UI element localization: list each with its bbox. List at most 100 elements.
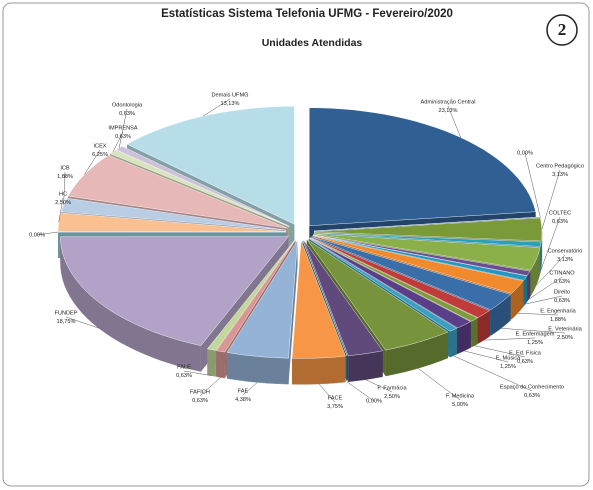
category-label: Odontologia bbox=[112, 102, 143, 108]
value-label: 5,00% bbox=[452, 402, 468, 408]
value-label: 2,50% bbox=[384, 394, 400, 400]
category-label: E. Música bbox=[496, 355, 521, 361]
chart-title: Estatísticas Sistema Telefonia UFMG - Fe… bbox=[161, 8, 453, 20]
slice bbox=[308, 238, 458, 332]
value-label: 0,63% bbox=[119, 111, 135, 117]
value-label: 2,50% bbox=[557, 335, 573, 341]
leader-line bbox=[474, 345, 526, 358]
value-label: 3,13% bbox=[557, 257, 573, 263]
slice bbox=[313, 232, 542, 247]
slice bbox=[312, 234, 528, 281]
value-label: 0,63% bbox=[552, 219, 568, 225]
value-label: 0,00% bbox=[366, 398, 382, 404]
value-label: 0,63% bbox=[524, 393, 540, 399]
slice bbox=[306, 239, 449, 351]
category-label: Espaço do Conhecimento bbox=[500, 384, 564, 390]
value-label: 3,75% bbox=[327, 404, 343, 410]
leader-line bbox=[365, 379, 393, 393]
value-label: 0,63% bbox=[517, 359, 533, 365]
value-label: 0,63% bbox=[192, 398, 208, 404]
category-label: F. Medicina bbox=[446, 393, 475, 399]
category-label: COLTEC bbox=[549, 210, 571, 216]
value-label: 1,25% bbox=[527, 340, 543, 346]
value-label: 0,63% bbox=[115, 134, 131, 140]
slice bbox=[312, 235, 524, 294]
category-label: ICEX bbox=[93, 143, 106, 149]
value-label: 0,00% bbox=[29, 232, 45, 238]
slice bbox=[313, 234, 531, 276]
value-label: 1,88% bbox=[57, 174, 73, 180]
value-label: 4,38% bbox=[235, 397, 251, 403]
slice-wall bbox=[288, 240, 298, 385]
slice bbox=[207, 239, 296, 351]
leader-line bbox=[84, 149, 101, 175]
leader-line bbox=[346, 381, 375, 402]
leader-line bbox=[453, 355, 533, 392]
slice bbox=[60, 197, 287, 231]
slice bbox=[309, 237, 478, 322]
leader-line bbox=[118, 108, 128, 149]
slice bbox=[309, 237, 472, 329]
category-label: FAFICH bbox=[190, 389, 210, 395]
slice bbox=[310, 237, 491, 318]
category-label: HC bbox=[59, 191, 67, 197]
value-label: 0,63% bbox=[554, 298, 570, 304]
value-label: 18,75% bbox=[57, 319, 76, 325]
value-label: 0,63% bbox=[176, 373, 192, 379]
slice bbox=[216, 239, 296, 353]
category-label: F. Farmácia bbox=[377, 385, 407, 391]
leader-line bbox=[536, 254, 566, 286]
value-label: 0,00% bbox=[517, 150, 533, 156]
category-label: E. Engenharia bbox=[540, 308, 576, 314]
category-label: ICB bbox=[60, 165, 70, 171]
value-label: 23,13% bbox=[439, 108, 458, 114]
slice bbox=[309, 107, 536, 226]
leader-line bbox=[540, 216, 561, 271]
leader-line bbox=[65, 316, 99, 329]
slice bbox=[226, 240, 298, 359]
slice bbox=[302, 240, 348, 357]
leader-line bbox=[447, 105, 461, 138]
leader-line bbox=[183, 370, 212, 376]
slice bbox=[291, 240, 346, 359]
leader-line bbox=[464, 350, 509, 363]
leader-line bbox=[199, 377, 221, 397]
category-label: E. Ed. Física bbox=[509, 350, 542, 356]
slice bbox=[57, 212, 287, 232]
category-label: CTINANO bbox=[549, 270, 575, 276]
slice bbox=[313, 233, 541, 271]
labels: Administração Central 23,13% 0,00% Centro P… bbox=[29, 92, 584, 410]
value-label: 3,13% bbox=[552, 172, 568, 178]
leader-line bbox=[242, 382, 258, 396]
leader-line bbox=[517, 312, 559, 316]
badge-circle bbox=[546, 14, 578, 46]
leader-line bbox=[63, 171, 66, 205]
category-label: Demais UFMG bbox=[212, 92, 249, 98]
category-label: FUNDEP bbox=[55, 310, 78, 316]
value-label: 2,50% bbox=[55, 200, 71, 206]
slice-tops bbox=[57, 106, 543, 359]
chart-subtitle: Unidades Atendidas bbox=[262, 37, 363, 49]
category-label: E. Enfermagem bbox=[516, 331, 555, 337]
leader-line bbox=[112, 131, 124, 152]
category-label: Conservatório bbox=[548, 248, 583, 254]
leader-line bbox=[501, 328, 566, 334]
value-label: 0,63% bbox=[554, 279, 570, 285]
category-label: E. Veterinária bbox=[548, 326, 582, 332]
category-label: Direito bbox=[554, 289, 570, 295]
leader-line bbox=[541, 169, 561, 230]
value-label: 6,25% bbox=[92, 152, 108, 158]
leader-line bbox=[202, 98, 231, 117]
category-label: Administração Central bbox=[420, 99, 475, 105]
slice bbox=[126, 106, 295, 225]
value-label: 1,25% bbox=[500, 364, 516, 370]
slice bbox=[303, 239, 383, 357]
leader-line bbox=[318, 383, 336, 403]
badge: 2 bbox=[558, 20, 567, 39]
category-label: FACE bbox=[328, 395, 343, 401]
leader-line bbox=[525, 295, 563, 305]
leader-line bbox=[483, 337, 536, 341]
category-label: FALE bbox=[177, 364, 191, 370]
category-label: FAE bbox=[238, 388, 249, 394]
